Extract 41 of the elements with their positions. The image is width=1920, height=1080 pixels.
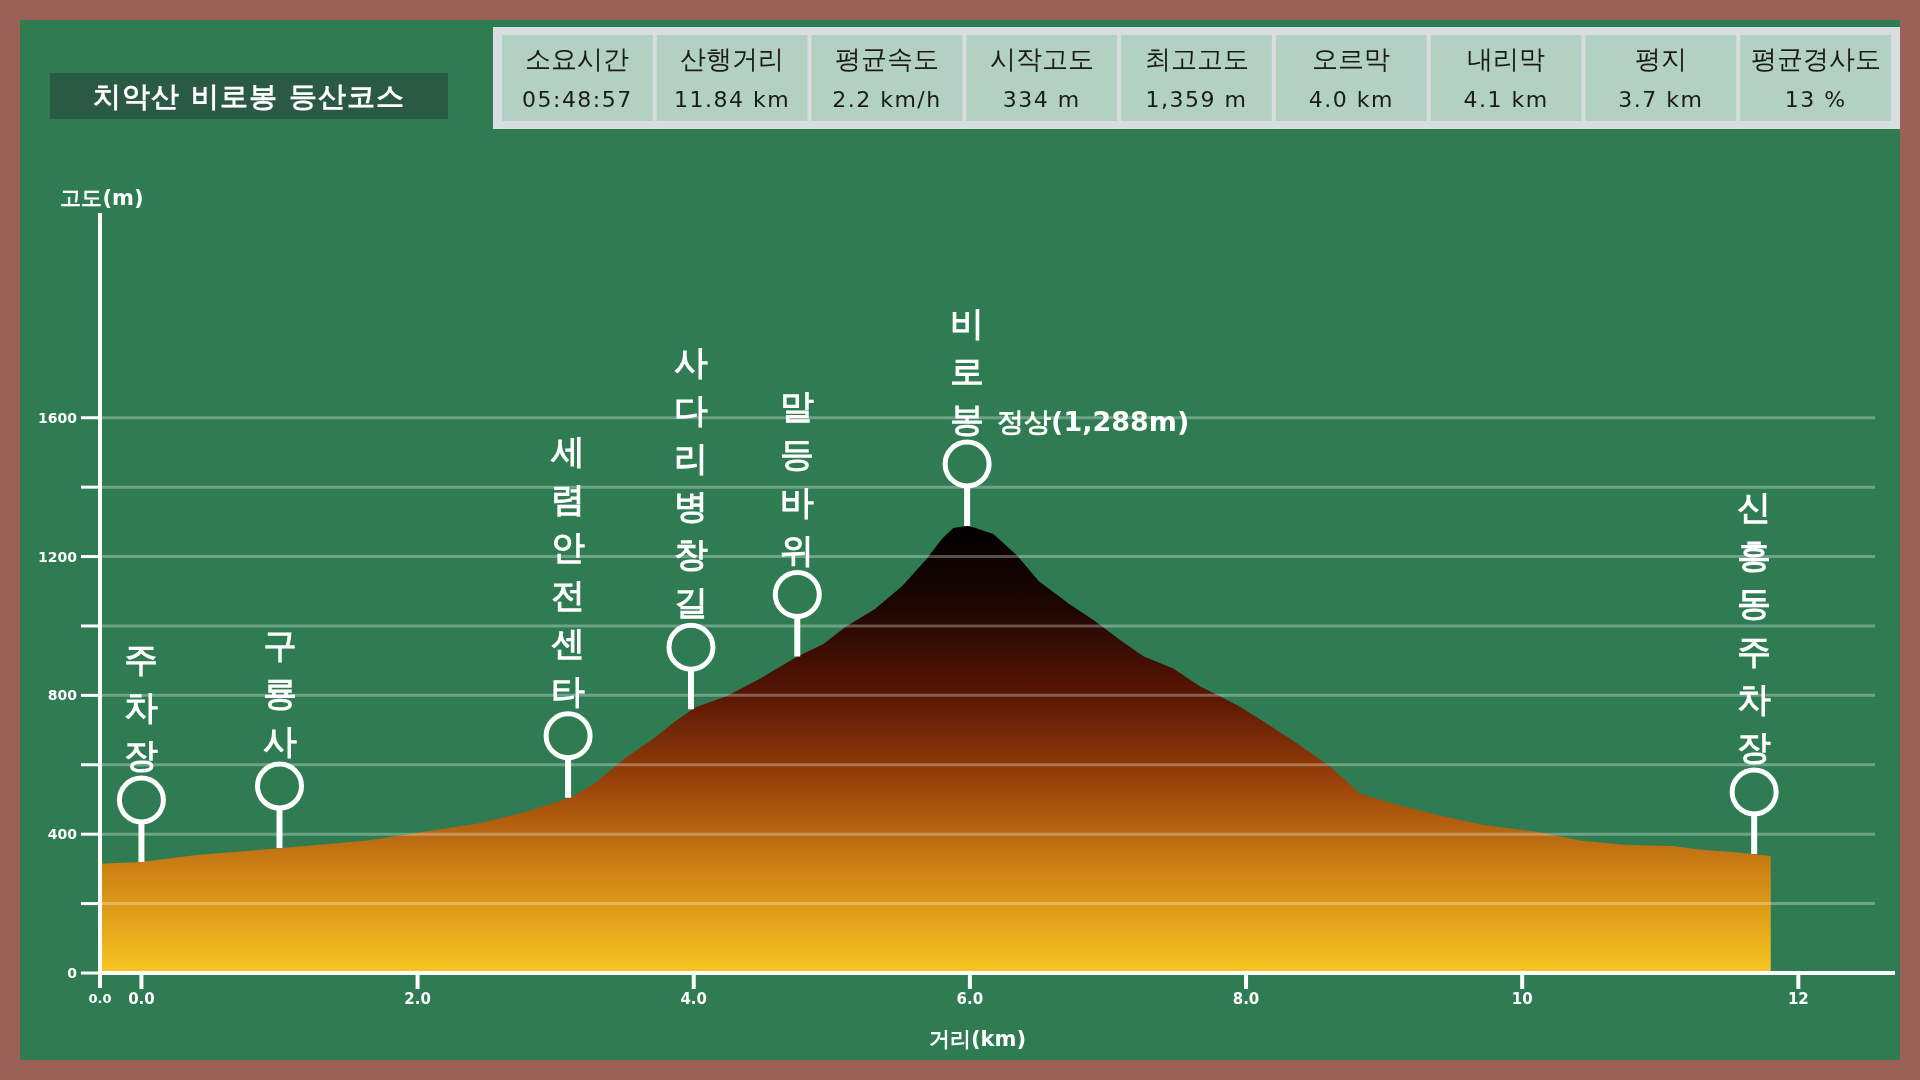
- y-tick-label: 1600: [38, 409, 78, 426]
- text: 13 %: [1784, 87, 1847, 112]
- y-tick-label: 0: [67, 965, 78, 981]
- text: 11.84 km: [674, 87, 791, 112]
- annotation: 신흥동주차장: [1737, 486, 1772, 767]
- category-label: 산행거리: [680, 44, 785, 74]
- annotation: 정상(1,288m): [997, 406, 1190, 438]
- x-tick-label: 12: [1787, 990, 1809, 1008]
- text: 2.2 km/h: [832, 87, 942, 112]
- x-tick-label: 0.0: [128, 990, 155, 1008]
- x-axis-title: 거리(km): [928, 1027, 1027, 1051]
- x-tick-label: 10: [1511, 990, 1533, 1008]
- x-tick-label: 4.0: [680, 990, 708, 1008]
- category-label: 최고고도: [1144, 44, 1249, 74]
- y-axis-title: 고도(m): [60, 186, 144, 210]
- annotation: 구룡사: [262, 625, 297, 762]
- annotation: 비로봉: [950, 303, 985, 440]
- text: 3.7 km: [1618, 87, 1704, 112]
- text: 1,359 m: [1145, 87, 1248, 112]
- text: 4.0 km: [1308, 87, 1394, 112]
- category-label: 시작고도: [989, 44, 1094, 74]
- text: 334 m: [1002, 87, 1081, 112]
- annotation: 말등바위: [780, 385, 815, 570]
- category-label: 평지: [1634, 44, 1687, 74]
- text: 4.1 km: [1463, 87, 1549, 112]
- y-tick-label: 1200: [38, 548, 78, 565]
- text: 05:48:57: [521, 87, 633, 112]
- category-label: 내리막: [1467, 44, 1546, 74]
- y-tick-label: 400: [47, 826, 78, 843]
- category-label: 오르막: [1312, 44, 1391, 74]
- x-tick-label: 6.0: [956, 990, 984, 1008]
- category-label: 평균경사도: [1750, 44, 1881, 74]
- annotation: 세렴안전센타: [550, 430, 586, 711]
- annotation: 사다리병창길: [673, 342, 708, 623]
- x-tick-label: 8.0: [1232, 990, 1260, 1008]
- annotation: 주차장: [124, 638, 159, 775]
- text: 치악산 비로봉 등산코스: [93, 80, 405, 113]
- category-label: 평균속도: [834, 44, 939, 74]
- x-tick-label: 2.0: [404, 990, 431, 1008]
- y-tick-label: 800: [47, 687, 78, 704]
- category-label: 소요시간: [525, 44, 630, 74]
